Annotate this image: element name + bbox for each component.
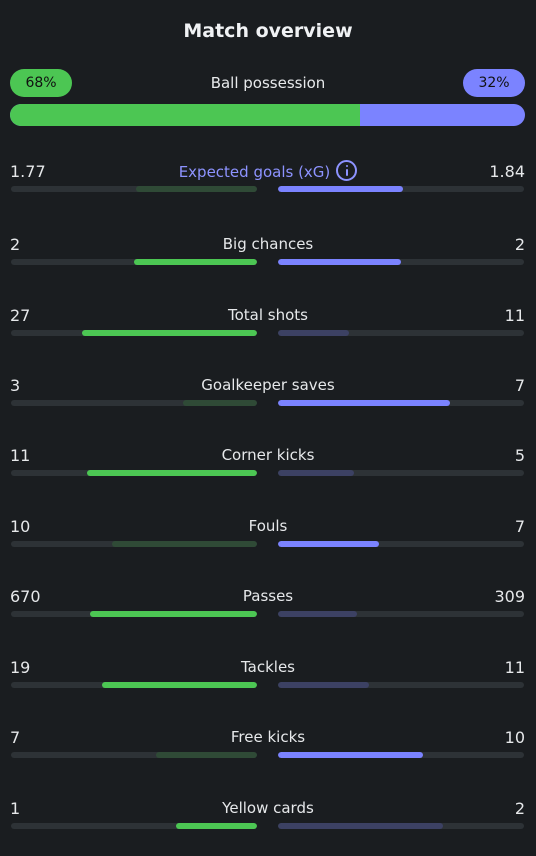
stat-away-bar bbox=[278, 330, 524, 336]
stat-away-bar-fill bbox=[278, 611, 357, 617]
stat-row: 7 Free kicks 10 bbox=[0, 728, 536, 778]
stat-away-value: 2 bbox=[514, 799, 525, 818]
possession-bar-home-fill bbox=[10, 104, 361, 126]
stat-away-bar bbox=[278, 186, 524, 192]
stat-home-value: 11 bbox=[10, 446, 31, 465]
stat-label-text: Tackles bbox=[240, 658, 296, 676]
stat-home-bar bbox=[11, 823, 257, 829]
stat-label-text: Passes bbox=[242, 587, 294, 605]
stat-home-bar bbox=[11, 186, 257, 192]
stat-away-value: 5 bbox=[514, 446, 525, 465]
stat-label: Yellow cards bbox=[0, 799, 536, 817]
stat-label: Goalkeeper saves bbox=[0, 376, 536, 394]
info-icon[interactable] bbox=[336, 160, 358, 181]
stat-home-bar-fill bbox=[89, 611, 257, 617]
stat-away-bar bbox=[278, 682, 524, 688]
stat-row: 670 Passes 309 bbox=[0, 587, 536, 637]
stat-home-value: 3 bbox=[10, 376, 21, 395]
stat-home-bar bbox=[11, 541, 257, 547]
stat-away-bar-fill bbox=[278, 752, 424, 758]
stat-away-value: 10 bbox=[504, 728, 525, 747]
possession-bar bbox=[10, 104, 525, 126]
stat-home-bar bbox=[11, 752, 257, 758]
stat-away-bar bbox=[278, 470, 524, 476]
stat-home-bar-fill bbox=[134, 259, 257, 265]
stat-home-bar-fill bbox=[87, 470, 257, 476]
stat-row: 1.77 Expected goals (xG) 1.84 bbox=[0, 160, 536, 212]
stat-label: Tackles bbox=[0, 658, 536, 676]
stat-away-value: 309 bbox=[494, 587, 525, 606]
stat-label: Total shots bbox=[0, 306, 536, 324]
stat-home-bar-fill bbox=[183, 400, 257, 406]
stat-label[interactable]: Expected goals (xG) bbox=[0, 160, 536, 183]
stat-label-text: Fouls bbox=[248, 517, 288, 535]
page-title: Match overview bbox=[183, 20, 353, 42]
stat-away-bar bbox=[278, 752, 524, 758]
stat-home-bar bbox=[11, 259, 257, 265]
stat-home-value: 670 bbox=[10, 587, 41, 606]
stat-row: 3 Goalkeeper saves 7 bbox=[0, 376, 536, 426]
stat-label: Big chances bbox=[0, 235, 536, 253]
stat-label: Passes bbox=[0, 587, 536, 605]
stat-away-bar-fill bbox=[278, 400, 451, 406]
stat-home-value: 2 bbox=[10, 235, 21, 254]
stat-row: 27 Total shots 11 bbox=[0, 306, 536, 356]
stat-home-bar-fill bbox=[175, 823, 257, 829]
stat-home-bar-fill bbox=[136, 186, 257, 192]
stat-home-bar-fill bbox=[82, 330, 257, 336]
stat-home-value: 19 bbox=[10, 658, 31, 677]
stat-home-bar-fill bbox=[111, 541, 257, 547]
stat-home-value: 27 bbox=[10, 306, 31, 325]
stat-away-value: 2 bbox=[514, 235, 525, 254]
stat-label: Corner kicks bbox=[0, 446, 536, 464]
stat-row: 19 Tackles 11 bbox=[0, 658, 536, 708]
stat-away-value: 1.84 bbox=[489, 162, 525, 181]
stat-label-text: Big chances bbox=[222, 235, 314, 253]
stat-away-value: 7 bbox=[514, 376, 525, 395]
stat-away-bar bbox=[278, 259, 524, 265]
stat-away-bar-fill bbox=[278, 330, 350, 336]
stat-home-value: 1 bbox=[10, 799, 21, 818]
possession-home-badge: 68% bbox=[10, 69, 72, 97]
stat-away-value: 11 bbox=[504, 306, 525, 325]
stat-label-text: Yellow cards bbox=[222, 799, 314, 817]
stat-away-bar bbox=[278, 541, 524, 547]
stat-row: 2 Big chances 2 bbox=[0, 235, 536, 285]
stat-label-text: Total shots bbox=[228, 306, 308, 324]
stat-away-bar-fill bbox=[278, 259, 401, 265]
stat-away-bar-fill bbox=[278, 823, 443, 829]
stat-away-bar-fill bbox=[278, 470, 355, 476]
stat-row: 11 Corner kicks 5 bbox=[0, 446, 536, 496]
stat-label: Fouls bbox=[0, 517, 536, 535]
stat-row: 1 Yellow cards 2 bbox=[0, 799, 536, 849]
stat-row: 10 Fouls 7 bbox=[0, 517, 536, 567]
stat-away-bar-fill bbox=[278, 186, 404, 192]
stat-away-bar-fill bbox=[278, 541, 379, 547]
stat-away-bar-fill bbox=[278, 682, 370, 688]
stat-label-text: Free kicks bbox=[230, 728, 306, 746]
stat-label-text: Corner kicks bbox=[221, 446, 315, 464]
stat-home-value: 7 bbox=[10, 728, 21, 747]
stat-label-text: Goalkeeper saves bbox=[201, 376, 335, 394]
possession-away-badge: 32% bbox=[463, 69, 525, 97]
stat-home-bar bbox=[11, 470, 257, 476]
stat-home-bar bbox=[11, 400, 257, 406]
stat-home-value: 1.77 bbox=[10, 162, 46, 181]
stat-home-bar-fill bbox=[156, 752, 257, 758]
stat-home-bar bbox=[11, 682, 257, 688]
stat-label: Free kicks bbox=[0, 728, 536, 746]
stat-home-bar bbox=[11, 330, 257, 336]
stat-home-bar bbox=[11, 611, 257, 617]
stat-home-bar-fill bbox=[102, 682, 257, 688]
stat-away-bar bbox=[278, 611, 524, 617]
stat-home-value: 10 bbox=[10, 517, 31, 536]
stat-label-text: Expected goals (xG) bbox=[178, 163, 331, 181]
possession-label: Ball possession bbox=[210, 74, 326, 92]
stat-away-value: 7 bbox=[514, 517, 525, 536]
stat-away-bar bbox=[278, 823, 524, 829]
stat-away-value: 11 bbox=[504, 658, 525, 677]
stat-away-bar bbox=[278, 400, 524, 406]
